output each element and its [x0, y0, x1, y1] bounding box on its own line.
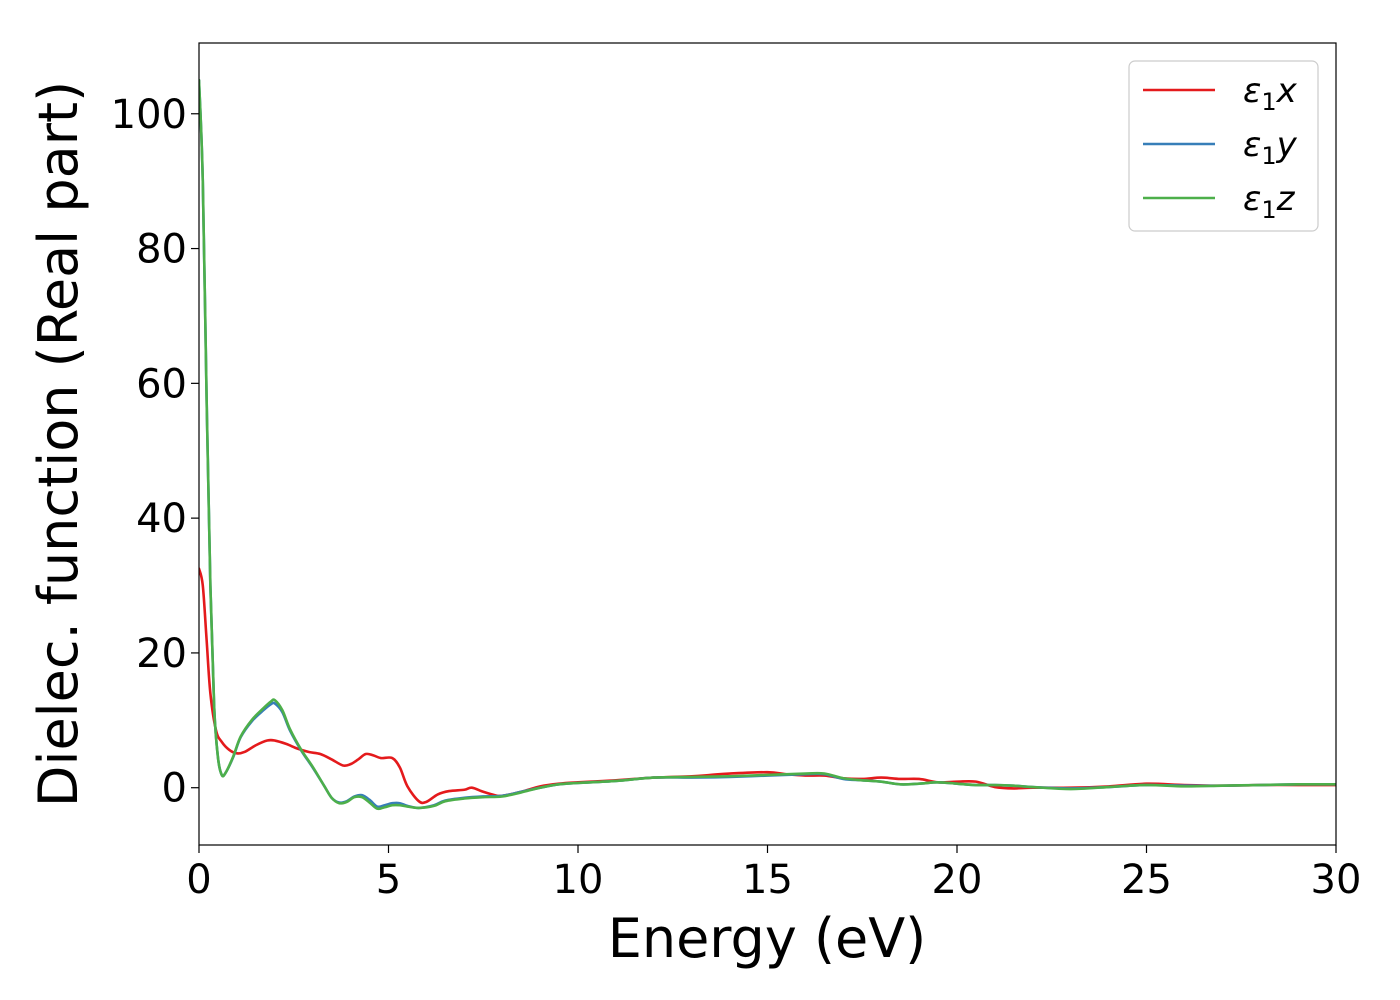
legend-label-x: ε1x — [1243, 71, 1298, 116]
x-tick-label: 20 — [932, 857, 983, 903]
x-axis-title: Energy (eV) — [608, 907, 927, 970]
x-tick-label: 15 — [742, 857, 793, 903]
y-tick-label: 0 — [162, 766, 187, 812]
y-tick-label: 40 — [136, 496, 187, 542]
y-axis-ticks: 0 20 40 60 80 100 — [111, 92, 199, 812]
x-tick-label: 5 — [376, 857, 401, 903]
series-line-z — [199, 78, 1336, 811]
x-tick-label: 30 — [1311, 857, 1362, 903]
y-axis-title: Dielec. function (Real part) — [27, 81, 90, 807]
y-tick-label: 80 — [136, 227, 187, 273]
x-tick-label: 0 — [186, 857, 211, 903]
x-tick-label: 10 — [553, 857, 604, 903]
x-tick-label: 25 — [1121, 857, 1172, 903]
legend-label-y: ε1y — [1243, 125, 1298, 170]
y-tick-label: 60 — [136, 361, 187, 407]
x-axis-ticks: 0 5 10 15 20 25 30 — [186, 845, 1361, 903]
y-tick-label: 100 — [111, 92, 187, 138]
legend-box — [1128, 60, 1319, 232]
y-tick-label: 20 — [136, 631, 187, 677]
legend: ε1x ε1y ε1z — [1128, 60, 1319, 232]
series-layer — [199, 78, 1336, 811]
legend-label-z: ε1z — [1243, 179, 1296, 224]
